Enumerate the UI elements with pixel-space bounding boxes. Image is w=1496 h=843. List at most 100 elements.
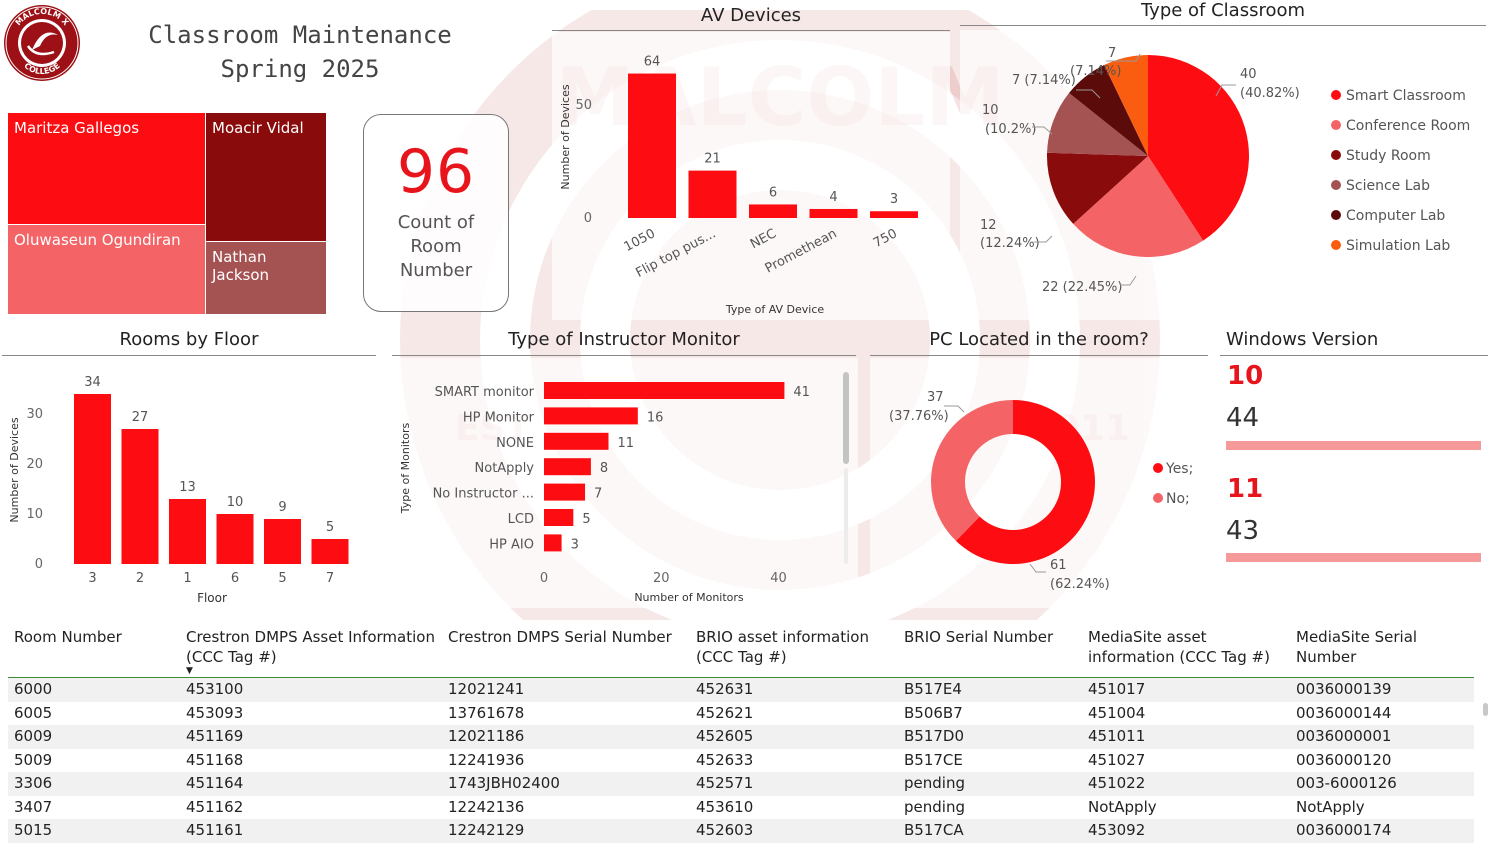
y-tick-label: HP AIO <box>489 537 534 552</box>
chart-background <box>392 358 858 608</box>
table-cell: 0036000174 <box>1290 819 1474 843</box>
table-row[interactable]: 5015 451161 12242129 452603 B517CA 453092 0036… <box>8 819 1474 843</box>
bar <box>870 211 918 218</box>
pie-slice <box>1047 152 1148 224</box>
leader-line <box>1215 84 1236 97</box>
data-label-percent: (62.24%) <box>1050 577 1110 592</box>
table-cell: 451027 <box>1082 748 1290 772</box>
y-tick-label: NONE <box>496 436 534 451</box>
treemap-label: Maritza Gallegos <box>14 119 140 137</box>
chart-background <box>870 358 1210 608</box>
legend-label: Science Lab <box>1346 178 1430 194</box>
data-label-percent: (7.14%) <box>1070 64 1121 79</box>
data-label: 7 (7.14%) <box>1012 73 1076 88</box>
treemap-label: Nathan Jackson <box>212 248 270 284</box>
data-label: 61 <box>1050 558 1067 573</box>
data-label: 6 <box>769 185 777 200</box>
bar <box>628 73 676 218</box>
table-row[interactable]: 3407 451162 12242136 453610 pending NotApply N… <box>8 795 1474 819</box>
dashboard-title-line2: Spring 2025 <box>220 55 380 83</box>
windows-version-title: Windows Version <box>1226 329 1379 350</box>
table-cell: 3306 <box>8 772 180 796</box>
treemap-label: Moacir Vidal <box>212 119 304 137</box>
bar <box>544 483 586 501</box>
column-header-crestron-asset[interactable]: Crestron DMPS Asset Information (CCC Tag… <box>186 628 435 676</box>
x-tick-label: 20 <box>653 571 670 586</box>
column-header-mediasite-serial[interactable]: MediaSite Serial Number <box>1296 628 1418 666</box>
table-cell: 451164 <box>180 772 442 796</box>
column-header-brio-serial[interactable]: BRIO Serial Number <box>904 628 1054 646</box>
classroom-type-chart: 40 22 (22.45%) 12 10 7 (7.14%) 7 (40.82%) (12.2… <box>960 30 1490 320</box>
pie-slice <box>1047 93 1148 156</box>
legend-marker <box>1331 90 1341 100</box>
pie-slice <box>1073 156 1204 257</box>
instructor-monitor-title: Type of Instructor Monitor <box>508 329 740 350</box>
table-cell: 451017 <box>1082 677 1290 702</box>
bar <box>216 514 254 564</box>
table-row[interactable]: 6009 451169 12021186 452605 B517D0 451011 0036… <box>8 725 1474 749</box>
x-tick-label: 40 <box>770 571 787 586</box>
data-label: 3 <box>890 192 898 207</box>
table-cell: 12021241 <box>442 677 690 702</box>
treemap-tile[interactable]: Oluwaseun Ogundiran <box>8 225 205 314</box>
windows-version-label: 10 <box>1227 361 1264 391</box>
table-cell: 451169 <box>180 725 442 749</box>
legend-marker <box>1331 150 1341 160</box>
data-label: 7 <box>594 487 602 502</box>
data-label: 40 <box>1240 67 1257 82</box>
legend-marker <box>1331 180 1341 190</box>
bar <box>74 394 111 564</box>
data-label: 16 <box>647 410 664 425</box>
legend-label: Simulation Lab <box>1346 238 1450 254</box>
legend-marker <box>1331 210 1341 220</box>
column-header-crestron-serial[interactable]: Crestron DMPS Serial Number <box>448 628 672 646</box>
logo-text-bottom: COLLEGE <box>22 61 61 76</box>
column-header-mediasite-asset[interactable]: MediaSite asset information (CCC Tag #) <box>1088 628 1270 666</box>
table-cell: 6000 <box>8 677 180 702</box>
table-cell: B517D0 <box>898 725 1082 749</box>
table-row[interactable]: 5009 451168 12241936 452633 B517CE 451027 0036… <box>8 748 1474 772</box>
pie-slice <box>1148 55 1249 241</box>
data-label: 5 <box>326 520 334 535</box>
table-cell: B517CA <box>898 819 1082 843</box>
data-label: 11 <box>618 436 635 451</box>
chart-background <box>552 32 950 320</box>
legend-marker <box>1153 463 1163 473</box>
y-tick-label: LCD <box>508 512 534 527</box>
sort-descending-icon[interactable]: ▼ <box>186 666 193 676</box>
data-label: 41 <box>793 385 810 400</box>
table-row[interactable]: 6000 453100 12021241 452631 B517E4 451017 0036… <box>8 677 1474 702</box>
room-count-label: Count of Room Number <box>397 212 475 281</box>
pc-located-title-rule <box>870 355 1208 356</box>
x-axis-label: Number of Monitors <box>634 591 744 604</box>
treemap-label: Oluwaseun Ogundiran <box>14 231 181 249</box>
column-header-brio-asset[interactable]: BRIO asset information (CCC Tag #) <box>696 628 869 666</box>
table-cell: 6009 <box>8 725 180 749</box>
legend-marker <box>1153 493 1163 503</box>
data-label: 10 <box>982 103 999 118</box>
bar <box>749 204 797 218</box>
donut-slice <box>931 400 1013 541</box>
table-scrollbar[interactable] <box>1483 703 1488 716</box>
av-devices-title-rule <box>552 30 950 31</box>
treemap-tile[interactable]: Maritza Gallegos <box>8 113 205 224</box>
treemap-tile[interactable]: Moacir Vidal <box>206 113 326 241</box>
y-tick-label: NotApply <box>475 461 535 476</box>
table-cell: 12021186 <box>442 725 690 749</box>
column-header-room-number[interactable]: Room Number <box>14 628 122 646</box>
instructor-monitor-chart: 41 SMART monitor 16 HP Monitor 11 NONE 8 NotApp… <box>392 358 858 608</box>
table-cell: 451022 <box>1082 772 1290 796</box>
y-tick-label: 30 <box>26 407 43 422</box>
data-label: 12 <box>980 218 997 233</box>
legend-label: Study Room <box>1346 148 1431 164</box>
chart-scrollbar[interactable] <box>843 372 849 464</box>
leader-line <box>1120 275 1137 286</box>
table-row[interactable]: 6005 453093 13761678 452621 B506B7 451004 0036… <box>8 701 1474 725</box>
y-axis-label: Type of Monitors <box>399 423 412 515</box>
instructor-monitor-title-rule <box>392 355 856 356</box>
y-tick-label: 10 <box>26 507 43 522</box>
dashboard-title-line1: Classroom Maintenance <box>148 21 452 49</box>
treemap-tile[interactable]: Nathan Jackson <box>206 242 326 314</box>
table-row[interactable]: 3306 451164 1743JBH02400 452571 pending 45102… <box>8 772 1474 796</box>
table-cell: 453092 <box>1082 819 1290 843</box>
